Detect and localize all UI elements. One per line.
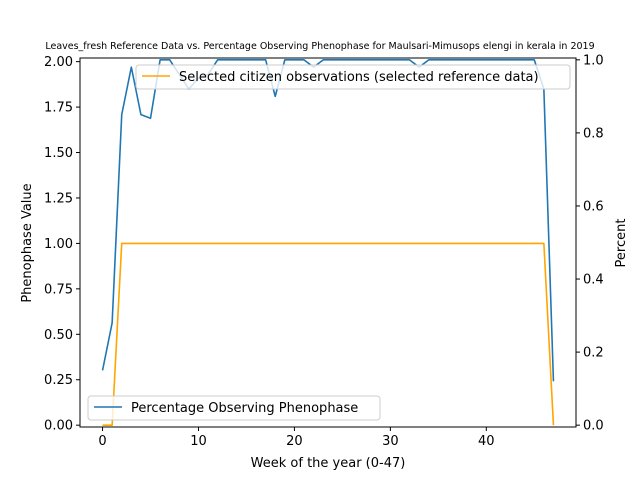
y-left-tick-label: 0.50 xyxy=(44,328,73,343)
plot-area xyxy=(79,57,577,428)
legend-percentage-observing: Percentage Observing Phenophase xyxy=(87,395,381,421)
y-right-tick-label: 0.0 xyxy=(583,419,604,434)
plot-frame xyxy=(79,57,577,428)
y-axis-left: 0.00 0.25 0.50 0.75 1.00 1.25 1.50 1.75 2.00 xyxy=(44,55,80,434)
chart-title: Leaves_fresh Reference Data vs. Percenta… xyxy=(45,41,594,52)
legend-citizen-label: Selected citizen observations (selected … xyxy=(179,70,539,85)
x-tick-label: 30 xyxy=(382,434,399,449)
x-tick-label: 10 xyxy=(190,434,207,449)
legend-citizen-observations: Selected citizen observations (selected … xyxy=(135,64,571,90)
y-left-tick-label: 0.75 xyxy=(44,282,73,297)
y-right-tick-label: 0.8 xyxy=(583,126,604,141)
y-right-tick-label: 0.2 xyxy=(583,346,604,361)
y-right-tick-label: 0.4 xyxy=(583,273,604,288)
y-left-tick-label: 2.00 xyxy=(44,55,73,70)
x-tick-label: 20 xyxy=(286,434,303,449)
legend-percentage-box xyxy=(87,395,381,421)
y-left-tick-label: 1.25 xyxy=(44,191,73,206)
x-axis: 0 10 20 30 40 xyxy=(98,427,495,449)
y-right-tick-label: 0.6 xyxy=(583,199,604,214)
y-right-tick-label: 1.0 xyxy=(583,53,604,68)
x-tick-label: 0 xyxy=(98,434,106,449)
y-left-tick-label: 1.00 xyxy=(44,237,73,252)
y-axis-right: 0.0 0.2 0.4 0.6 0.8 1.0 xyxy=(576,53,604,434)
y-left-tick-label: 1.75 xyxy=(44,101,73,116)
y-left-tick-label: 0.00 xyxy=(44,419,73,434)
legend-citizen-box xyxy=(135,64,571,90)
y-left-tick-label: 1.50 xyxy=(44,146,73,161)
y-left-tick-label: 0.25 xyxy=(44,373,73,388)
x-tick-label: 40 xyxy=(478,434,495,449)
legend-percentage-label: Percentage Observing Phenophase xyxy=(131,401,358,416)
series-line-percentage-observing xyxy=(101,59,555,382)
x-axis-label: Week of the year (0-47) xyxy=(251,456,406,471)
y-axis-left-label: Phenophase Value xyxy=(20,183,35,302)
series-line-citizen-observations xyxy=(102,242,555,426)
y-axis-right-label: Percent xyxy=(614,219,629,268)
